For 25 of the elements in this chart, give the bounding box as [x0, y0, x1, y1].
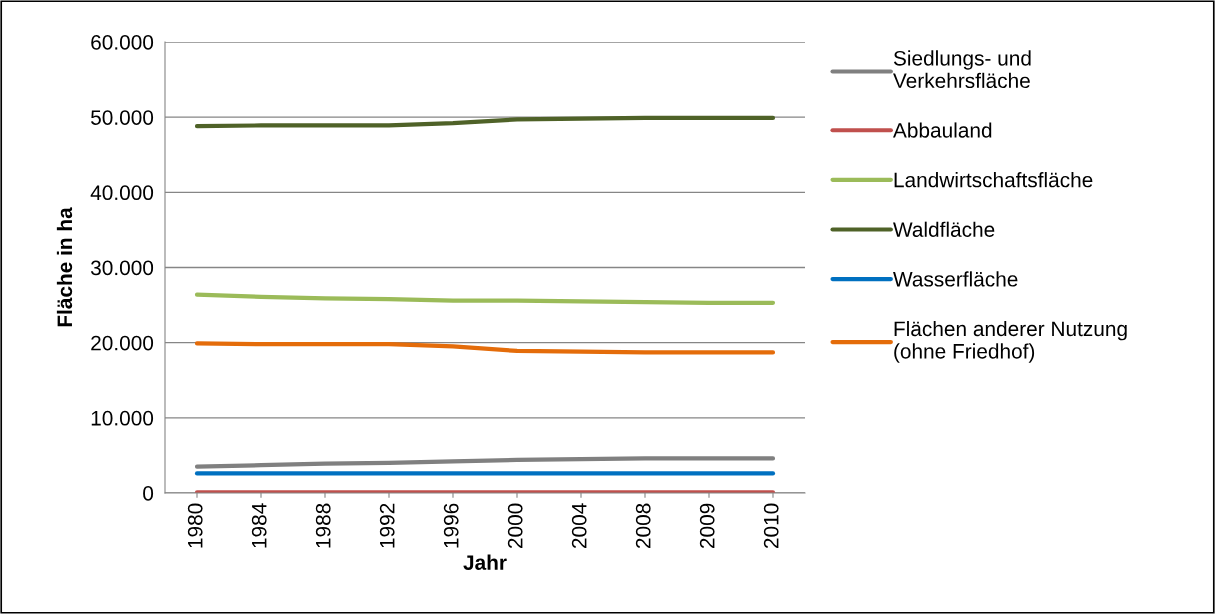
x-tick-label: 1980: [187, 503, 203, 548]
y-tick-label: 20.000: [91, 335, 154, 351]
x-tick-label: 1992: [379, 503, 395, 548]
y-tick-label: 60.000: [91, 35, 154, 50]
y-tick-label: 50.000: [91, 110, 154, 125]
x-tick-label: 2004: [571, 503, 587, 549]
x-tick-label: 1988: [315, 503, 331, 548]
x-tick-label: 2008: [635, 503, 651, 549]
y-tick-label: 10.000: [91, 410, 154, 426]
legend-label: Flächen anderer Nutzung (ohne Friedhof): [894, 320, 1127, 363]
x-tick-label: 2010: [763, 503, 779, 549]
y-tick-label: 30.000: [90, 260, 154, 276]
legend-label: Waldfläche: [893, 221, 995, 237]
x-tick-label: 2000: [507, 503, 523, 549]
x-tick-label: 1984: [251, 503, 267, 548]
x-tick-label: 2009: [699, 503, 715, 549]
x-tick-label: 1996: [443, 503, 459, 548]
y-tick-label: 40.000: [90, 185, 154, 201]
legend-label: Wasserfläche: [893, 271, 1018, 287]
legend-label: Siedlungs- und Verkehrsfläche: [893, 50, 1031, 89]
x-axis-title: Jahr: [463, 554, 507, 570]
legend-label: Abbauland: [892, 122, 992, 138]
y-tick-label: 0: [143, 486, 154, 501]
y-axis-title: Fläche in ha: [56, 207, 73, 327]
legend-label: Landwirtschaftsfläche: [894, 172, 1093, 188]
